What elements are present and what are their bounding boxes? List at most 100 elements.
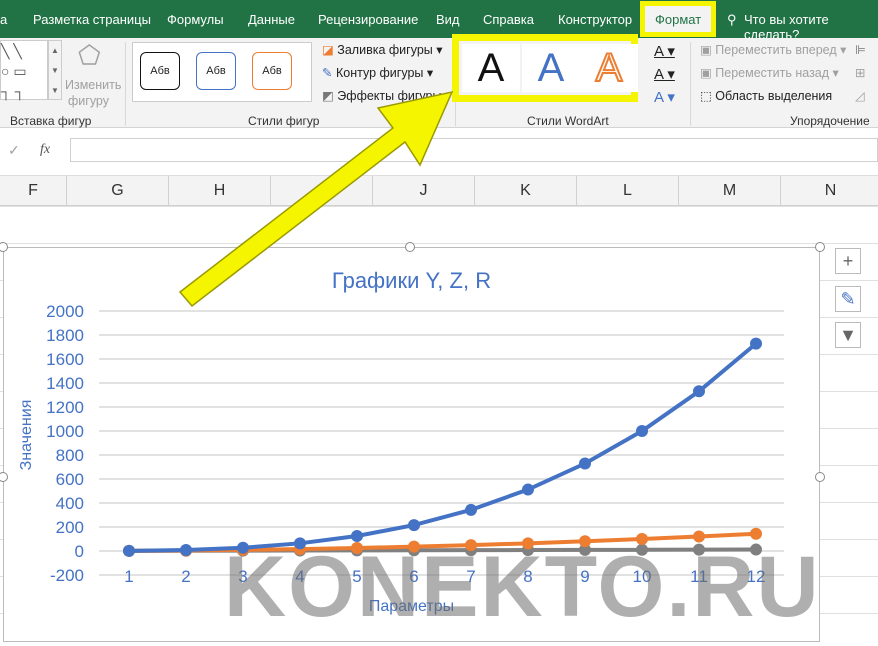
- shape-style-black[interactable]: Абв: [140, 52, 180, 90]
- selection-pane-button[interactable]: ⬚ Область выделения: [700, 89, 833, 103]
- tab-home[interactable]: а: [0, 12, 8, 27]
- y-tick-label: 600: [56, 470, 84, 489]
- tab-help[interactable]: Справка: [483, 12, 534, 27]
- group-shape-styles: Стили фигур: [248, 114, 320, 128]
- y-tick-label: -200: [50, 566, 84, 585]
- x-tick-label: 7: [466, 567, 475, 586]
- chart-elements-plus-icon[interactable]: +: [835, 248, 861, 274]
- paint-bucket-icon: ◪: [322, 43, 334, 57]
- x-tick-label: 4: [295, 567, 304, 586]
- function-icon[interactable]: fx: [40, 142, 51, 157]
- data-point: [693, 543, 705, 556]
- y-tick-label: 1600: [46, 350, 84, 369]
- data-point: [351, 542, 363, 554]
- resize-handle[interactable]: [0, 472, 8, 482]
- data-point: [180, 544, 192, 557]
- chart-styles-brush-icon[interactable]: ✎: [835, 286, 861, 312]
- data-point: [636, 425, 648, 437]
- y-tick-label: 1400: [46, 374, 84, 393]
- effects-icon: ◩: [322, 89, 334, 103]
- y-tick-label: 400: [56, 494, 84, 513]
- data-point: [693, 385, 705, 398]
- y-tick-label: 0: [75, 542, 84, 561]
- x-tick-label: 2: [181, 567, 190, 586]
- text-outline-icon[interactable]: A ▾: [654, 66, 675, 83]
- pencil-icon: ✎: [322, 66, 333, 80]
- resize-handle[interactable]: [815, 472, 825, 482]
- wordart-style-orange[interactable]: A: [580, 44, 638, 92]
- resize-handle[interactable]: [405, 242, 415, 252]
- tab-format[interactable]: Формат: [639, 1, 717, 37]
- wordart-style-blue[interactable]: A: [522, 44, 580, 92]
- resize-handle[interactable]: [815, 242, 825, 252]
- formula-bar: ✓ fx: [0, 128, 878, 176]
- data-point: [636, 533, 648, 545]
- y-tick-label: 1000: [46, 422, 84, 441]
- x-tick-label: 6: [409, 567, 418, 586]
- y-tick-label: 1800: [46, 326, 84, 345]
- x-tick-label: 3: [238, 567, 247, 586]
- x-tick-label: 12: [747, 567, 766, 586]
- chart[interactable]: -200 0 200 400 600 800 1000 1200 1400 1600 1800 200…: [3, 247, 820, 642]
- tab-data[interactable]: Данные: [248, 12, 295, 27]
- data-point: [237, 541, 249, 554]
- column-header[interactable]: J: [373, 176, 475, 206]
- tab-page-layout[interactable]: Разметка страницы: [33, 12, 151, 27]
- y-tick-label: 2000: [46, 302, 84, 321]
- chart-title[interactable]: Графики Y, Z, R: [331, 268, 492, 293]
- text-effects-icon[interactable]: A ▾: [654, 89, 675, 106]
- data-point: [351, 530, 363, 542]
- column-header[interactable]: L: [577, 176, 679, 206]
- shapes-gallery[interactable]: ╲ ╲ ○ ▭ ┐ ┐: [0, 40, 48, 100]
- group-icon[interactable]: ⊞: [855, 66, 866, 80]
- data-point: [522, 537, 534, 550]
- data-point: [465, 503, 477, 516]
- watermark: KONEKTO.RU: [224, 539, 821, 635]
- data-point: [693, 530, 705, 543]
- wordart-style-black[interactable]: A: [462, 44, 520, 92]
- align-icon[interactable]: ⊫: [855, 43, 866, 57]
- enter-check-icon[interactable]: ✓: [8, 142, 20, 158]
- x-tick-label: 5: [352, 567, 361, 586]
- gallery-scroll[interactable]: ▲ ▼ ▼: [48, 40, 62, 100]
- x-axis-title[interactable]: Параметры: [368, 598, 455, 615]
- column-header[interactable]: H: [169, 176, 271, 206]
- change-shape-button[interactable]: Изменить: [65, 78, 122, 92]
- tab-view[interactable]: Вид: [436, 12, 460, 27]
- text-fill-icon[interactable]: A ▾: [654, 43, 675, 60]
- data-point: [408, 540, 420, 553]
- x-tick-label: 11: [690, 567, 708, 586]
- column-header[interactable]: M: [679, 176, 781, 206]
- y-tick-label: 1200: [46, 398, 84, 417]
- data-point: [465, 539, 477, 552]
- send-backward-button[interactable]: ▣ Переместить назад ▾: [700, 66, 839, 80]
- chart-filter-icon[interactable]: ▼: [835, 322, 861, 348]
- resize-handle[interactable]: [0, 242, 8, 252]
- yellow-arrow: [178, 90, 454, 308]
- y-tick-label: 800: [56, 446, 84, 465]
- data-point: [294, 537, 306, 550]
- group-arrange: Упорядочение: [790, 114, 870, 128]
- column-header[interactable]: G: [67, 176, 169, 206]
- shape-fill-button[interactable]: ◪ Заливка фигуры ▾: [322, 43, 443, 57]
- data-point: [750, 543, 762, 556]
- tab-review[interactable]: Рецензирование: [318, 12, 419, 27]
- data-point: [579, 535, 591, 548]
- y-tick-label: 200: [56, 518, 84, 537]
- tab-design[interactable]: Конструктор: [558, 12, 633, 27]
- column-header[interactable]: K: [475, 176, 577, 206]
- bring-forward-button[interactable]: ▣ Переместить вперед ▾: [700, 43, 847, 57]
- x-tick-label: 1: [124, 567, 133, 586]
- data-point: [522, 483, 534, 496]
- search-icon: ⚲: [727, 12, 737, 27]
- rotate-icon[interactable]: ◿: [855, 89, 865, 103]
- tab-formulas[interactable]: Формулы: [167, 12, 224, 27]
- shape-style-blue[interactable]: Абв: [196, 52, 236, 90]
- change-shape-label: фигуру: [68, 94, 109, 108]
- column-header[interactable]: N: [781, 176, 878, 206]
- chart-plot: -200 0 200 400 600 800 1000 1200 1400 1600 1800 200…: [46, 302, 784, 586]
- shape-style-orange[interactable]: Абв: [252, 52, 292, 90]
- data-point: [123, 544, 135, 557]
- shape-outline-button[interactable]: ✎ Контур фигуры ▾: [322, 66, 434, 80]
- column-header[interactable]: F: [0, 176, 67, 206]
